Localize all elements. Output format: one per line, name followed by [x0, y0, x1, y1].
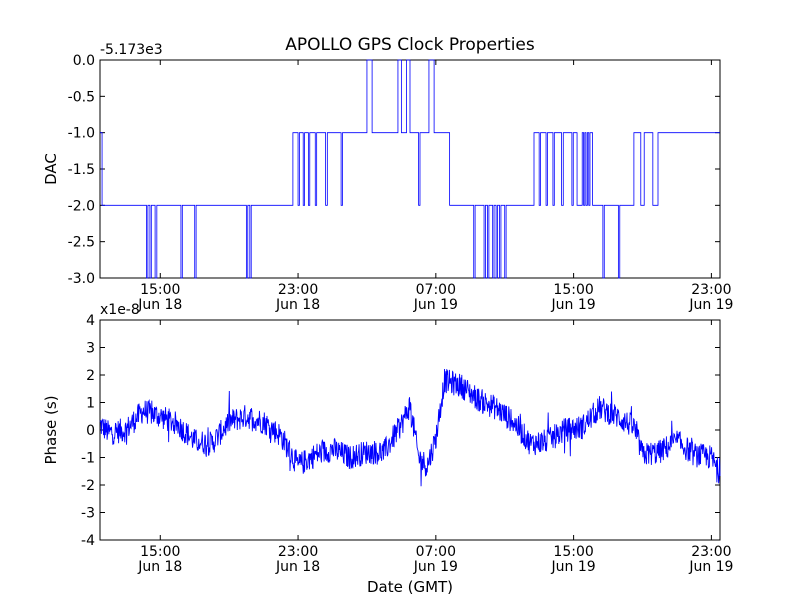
- dac-xtick-label-time: 23:00: [278, 282, 318, 298]
- dac-ylabel: DAC: [42, 153, 60, 185]
- phase-ytick-label: -4: [81, 533, 95, 549]
- dac-xtick-label-date: Jun 19: [413, 297, 458, 313]
- phase-ytick-label: 4: [86, 313, 95, 329]
- dac-ytick-label: -1.0: [68, 126, 95, 142]
- phase-series-line: [99, 368, 721, 487]
- phase-xtick-label-date: Jun 19: [551, 559, 596, 575]
- phase-frame: [99, 319, 721, 541]
- dac-xtick-label-time: 07:00: [416, 282, 456, 298]
- phase-ytick-label: 1: [86, 396, 95, 412]
- phase-ylabel: Phase (s): [42, 395, 60, 464]
- phase-xtick-label-date: Jun 19: [688, 559, 733, 575]
- dac-ytick-label: 0.0: [73, 53, 95, 69]
- phase-xtick-label-time: 15:00: [553, 544, 593, 560]
- phase-ytick-label: -3: [81, 506, 95, 522]
- dac-xtick-label-date: Jun 19: [688, 297, 733, 313]
- dac-ytick-label: -2.5: [68, 235, 95, 251]
- dac-xtick-label-date: Jun 19: [551, 297, 596, 313]
- phase-ytick-label: 2: [86, 368, 95, 384]
- dac-xtick-label-date: Jun 18: [275, 297, 320, 313]
- dac-xtick-label-time: 23:00: [691, 282, 731, 298]
- dac-offset-text: -5.173e3: [100, 42, 163, 58]
- phase-ytick-label: -1: [81, 451, 95, 467]
- phase-xtick-label-time: 15:00: [140, 544, 180, 560]
- phase-ytick-label: 3: [86, 341, 95, 357]
- dac-xtick-label-time: 15:00: [553, 282, 593, 298]
- dac-ytick-label: -1.5: [68, 162, 95, 178]
- dac-ytick-label: -3.0: [68, 271, 95, 287]
- phase-xtick-label-time: 07:00: [416, 544, 456, 560]
- phase-xtick-label-time: 23:00: [278, 544, 318, 560]
- dac-series-line: [100, 59, 720, 279]
- dac-ytick-label: -0.5: [68, 89, 95, 105]
- phase-ytick-label: -2: [81, 478, 95, 494]
- dac-ytick-label: -2.0: [68, 198, 95, 214]
- phase-xtick-label-date: Jun 18: [137, 559, 182, 575]
- phase-xtick-label-date: Jun 18: [275, 559, 320, 575]
- phase-ytick-label: 0: [86, 423, 95, 439]
- phase-xtick-label-date: Jun 19: [413, 559, 458, 575]
- dac-xtick-label-date: Jun 18: [137, 297, 182, 313]
- chart-title: APOLLO GPS Clock Properties: [285, 35, 535, 55]
- phase-xtick-label-time: 23:00: [691, 544, 731, 560]
- dac-xtick-label-time: 15:00: [140, 282, 180, 298]
- phase-offset-text: x1e-8: [100, 302, 140, 318]
- phase-xlabel: Date (GMT): [367, 578, 453, 596]
